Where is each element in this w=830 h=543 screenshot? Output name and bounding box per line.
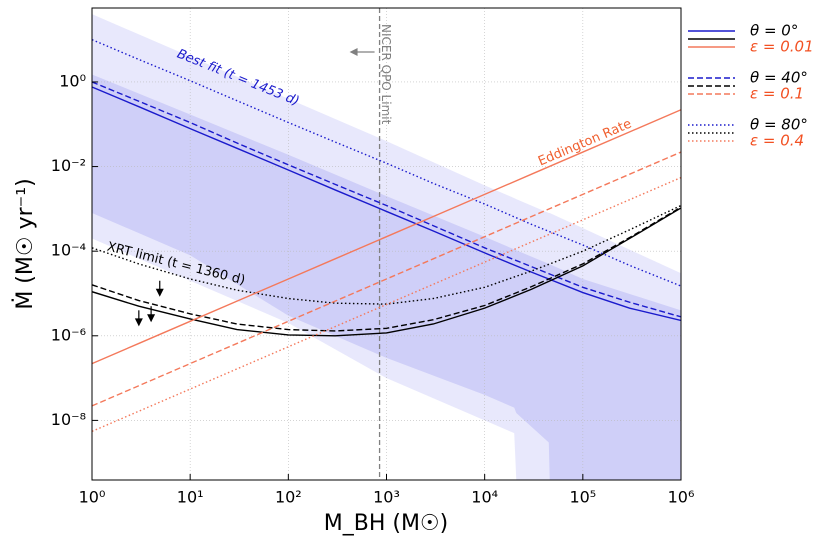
annotation: Eddington Rate <box>536 117 634 170</box>
legend-label: ε = 0.1 <box>750 85 804 103</box>
nicer-arrow-head <box>349 48 358 56</box>
series-line <box>92 176 681 433</box>
x-tick-label: 10⁰ <box>79 488 106 507</box>
nicer-limit-label: NICER QPO Limit <box>379 24 393 125</box>
x-tick-label: 10⁴ <box>471 488 498 507</box>
y-tick-label: 10⁻⁴ <box>51 241 86 260</box>
y-tick-label: 10⁰ <box>59 71 86 90</box>
legend-label: θ = 0° <box>750 22 798 40</box>
series-line <box>92 81 681 318</box>
x-tick-label: 10¹ <box>177 488 204 507</box>
upper-limit-head <box>134 318 143 327</box>
plot-area <box>92 8 681 480</box>
series-line <box>92 207 681 337</box>
series-line <box>92 39 681 287</box>
legend-label: ε = 0.4 <box>750 132 804 150</box>
x-tick-label: 10³ <box>373 488 400 507</box>
y-tick-label: 10⁻² <box>51 156 86 175</box>
x-tick-label: 10² <box>275 488 302 507</box>
y-tick-label: 10⁻⁸ <box>51 410 86 429</box>
legend-label: ε = 0.01 <box>750 38 814 56</box>
legend-label: θ = 80° <box>750 116 808 134</box>
series-line <box>92 206 681 332</box>
confidence-band <box>92 74 681 480</box>
y-axis-label: Ṁ (M☉ yr⁻¹) <box>12 178 38 309</box>
series-line <box>92 86 681 322</box>
x-tick-label: 10⁶ <box>668 488 695 507</box>
y-tick-label: 10⁻⁶ <box>51 325 86 344</box>
series-line <box>92 109 681 365</box>
x-axis-label: M_BH (M☉) <box>324 511 448 536</box>
legend-label: θ = 40° <box>750 69 808 87</box>
upper-limit-head <box>147 314 156 323</box>
upper-limit-head <box>155 288 164 297</box>
series-line <box>92 151 681 407</box>
x-tick-label: 10⁵ <box>569 488 596 507</box>
